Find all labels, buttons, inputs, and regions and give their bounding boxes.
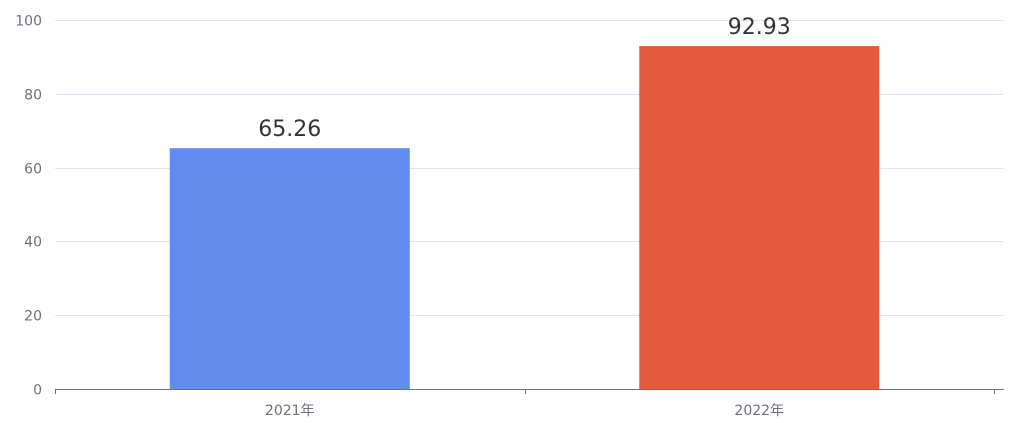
data-label-2: 92.93 bbox=[728, 15, 791, 40]
y-tick-label: 100 bbox=[15, 14, 42, 30]
bars bbox=[169, 46, 880, 390]
y-tick-label: 40 bbox=[24, 235, 42, 251]
y-tick-label: 20 bbox=[24, 309, 42, 325]
data-label-1: 65.26 bbox=[258, 117, 321, 142]
x-tick-label: 2021年 bbox=[265, 403, 315, 419]
bar-2 bbox=[639, 46, 880, 390]
y-tick-label: 0 bbox=[33, 383, 42, 399]
data-labels: 65.26 92.93 bbox=[258, 15, 790, 142]
bar-1 bbox=[169, 148, 410, 389]
x-axis: 2021年 2022年 bbox=[55, 389, 1004, 419]
x-tick-label: 2022年 bbox=[734, 403, 784, 419]
y-axis-ticks: 0 20 40 60 80 100 bbox=[15, 14, 42, 399]
y-tick-label: 80 bbox=[24, 88, 42, 104]
y-tick-label: 60 bbox=[24, 162, 42, 178]
